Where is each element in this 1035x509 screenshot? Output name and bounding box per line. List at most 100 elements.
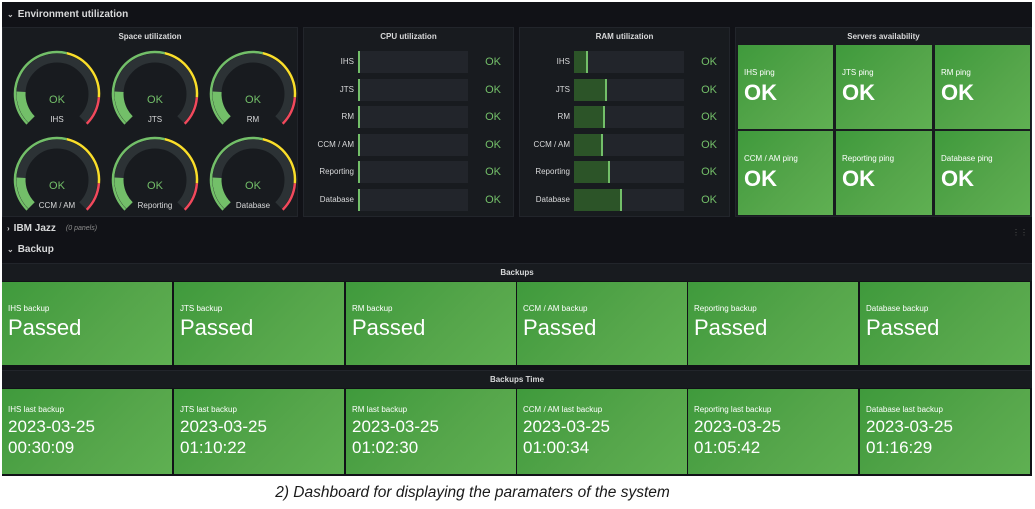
backups-time-panel-header: Backups Time [2,370,1032,388]
gauge-label: CCM / AM [38,201,76,210]
tile-label: JTS ping [842,68,874,77]
panel-title: Backups [500,268,534,277]
gauge-status: OK [49,94,65,106]
gauge-status: OK [147,94,163,106]
backup-time: 01:16:29 [866,438,933,457]
gauge-label: Reporting [137,201,173,210]
gauge-threshold-band [209,50,264,125]
backup-time: 01:05:42 [694,438,761,457]
tile-label: CCM / AM last backup [523,405,603,414]
bar-track [574,78,684,101]
tile-value: OK [842,80,875,105]
tile-label: Reporting backup [694,304,757,313]
row-environment-utilization[interactable]: ⌄ Environment utilization [7,9,128,20]
space-gauge: OK JTS [107,50,203,134]
tile-label: JTS backup [180,304,223,313]
bar-fill [358,106,360,129]
gauge-status: OK [245,180,261,192]
ram-row: Reporting OK [520,161,729,184]
backup-time: 01:00:34 [523,438,590,457]
tile-value: 2023-03-25 01:00:34 [523,416,610,458]
cpu-row: JTS OK [304,78,513,101]
server-ping-tile[interactable]: IHS ping OK [738,45,833,129]
backup-time-tile[interactable]: CCM / AM last backup 2023-03-25 01:00:34 [517,389,687,474]
chevron-down-icon: ⌄ [7,10,14,19]
bar-status: OK [485,111,501,124]
bar-label: Database [319,195,354,204]
bar-fill [358,161,360,184]
backup-status-tile[interactable]: RM backup Passed [346,282,516,365]
bar-status: OK [485,83,501,96]
ram-row: IHS OK [520,51,729,73]
space-gauge: OK IHS [9,50,105,134]
gauge-arc [209,50,297,125]
backup-time-tile[interactable]: IHS last backup 2023-03-25 00:30:09 [2,389,172,474]
backup-date: 2023-03-25 [866,417,953,436]
bar-label: RM [341,112,354,122]
backup-status-tile[interactable]: JTS backup Passed [174,282,344,365]
cpu-row: IHS OK [304,51,513,73]
tile-label: Database backup [866,304,929,313]
row-title: Environment utilization [17,9,129,20]
space-gauge: OK RM [205,50,301,134]
row-title: IBM Jazz [13,223,56,234]
backup-status-tile[interactable]: Database backup Passed [860,282,1030,365]
row-ibm-jazz[interactable]: › IBM Jazz (0 panels) [7,223,97,234]
tile-label: IHS last backup [8,405,65,414]
gauge-track [114,53,196,123]
gauge-threshold-band [281,183,297,211]
backup-time-tile[interactable]: Reporting last backup 2023-03-25 01:05:42 [688,389,858,474]
backup-date: 2023-03-25 [694,417,781,436]
bar-track [358,106,468,129]
bar-fill [574,51,588,73]
gauge-threshold-band [13,50,68,125]
server-ping-tile[interactable]: JTS ping OK [836,45,932,129]
drag-handle-icon[interactable]: ⋮⋮ [1012,228,1028,237]
server-ping-tile[interactable]: RM ping OK [935,45,1030,129]
bar-status: OK [485,138,501,151]
bar-track [574,106,684,129]
bar-label: Reporting [319,167,354,177]
backup-date: 2023-03-25 [8,417,95,436]
backup-status-tile[interactable]: Reporting backup Passed [688,282,858,365]
gauge-threshold-band [209,136,264,211]
bar-label: IHS [556,57,570,66]
gauge-threshold-band [111,50,166,125]
backup-time-tile[interactable]: Database last backup 2023-03-25 01:16:29 [860,389,1030,474]
tile-label: Database ping [941,154,993,163]
gauge-label: RM [246,115,260,124]
tile-label: Database last backup [866,405,943,414]
bar-status: OK [485,56,501,68]
server-ping-tile[interactable]: Database ping OK [935,131,1030,215]
cpu-row: RM OK [304,106,513,129]
server-ping-tile[interactable]: Reporting ping OK [836,131,932,215]
tile-label: CCM / AM ping [744,154,798,163]
gauge-track [114,139,196,209]
tile-label: RM ping [941,68,971,77]
bar-track [574,161,684,184]
bar-track [574,133,684,156]
backup-time-tile[interactable]: RM last backup 2023-03-25 01:02:30 [346,389,516,474]
bar-track [358,189,468,211]
panel-title: Backups Time [489,375,545,384]
servers-availability-panel: Servers availability IHS ping OK JTS ping O… [735,27,1032,217]
server-ping-tile[interactable]: CCM / AM ping OK [738,131,833,215]
bar-track [574,51,684,73]
backup-status-tile[interactable]: IHS backup Passed [2,282,172,365]
tile-value: OK [941,80,974,105]
backup-time-tile[interactable]: JTS last backup 2023-03-25 01:10:22 [174,389,344,474]
ram-row: Database OK [520,189,729,211]
bar-fill [358,133,360,156]
backup-status-tile[interactable]: CCM / AM backup Passed [517,282,687,365]
row-backup[interactable]: ⌄ Backup [7,244,54,255]
tile-value: Passed [866,315,940,340]
gauge-threshold-band [66,51,101,98]
bar-label: Reporting [535,167,570,177]
bar-label: CCM / AM [533,139,570,149]
gauge-value-arc [212,91,231,123]
cpu-row: Reporting OK [304,161,513,184]
bar-status: OK [485,166,501,179]
ram-row: CCM / AM OK [520,133,729,156]
gauge-status: OK [147,180,163,192]
bar-status: OK [485,194,501,206]
